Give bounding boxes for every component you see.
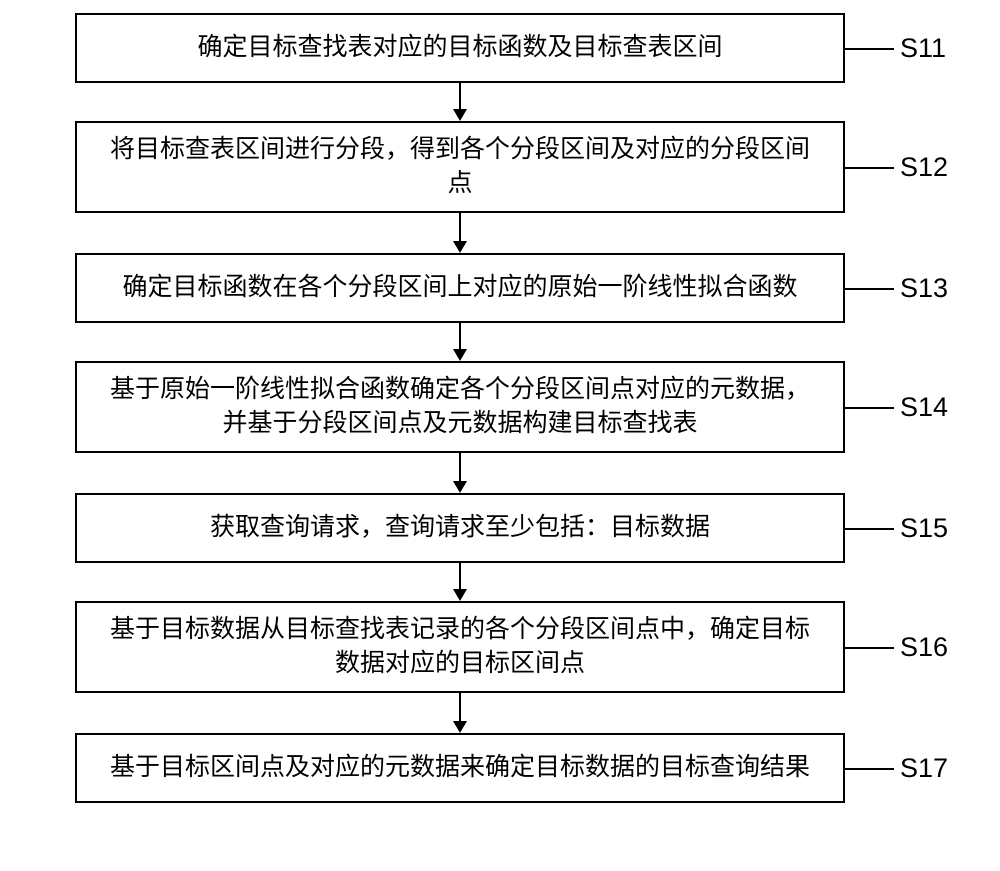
flow-arrow [459,453,461,493]
flow-step-S17: 基于目标区间点及对应的元数据来确定目标数据的目标查询结果 [75,733,845,803]
flow-step-label-S11: S11 [900,33,946,64]
flow-step-text: 基于原始一阶线性拟合函数确定各个分段区间点对应的元数据， 并基于分段区间点及元数… [110,373,810,441]
arrowhead-icon [453,109,467,121]
flow-step-label-S13: S13 [900,273,948,304]
flow-step-text: 将目标查表区间进行分段，得到各个分段区间及对应的分段区间 点 [110,133,810,201]
flow-step-label-S16: S16 [900,632,948,663]
flow-arrow [459,693,461,733]
flow-step-S15: 获取查询请求，查询请求至少包括：目标数据 [75,493,845,563]
flow-arrow [459,563,461,601]
flow-step-label-S14: S14 [900,392,948,423]
flow-step-label-S15: S15 [900,513,948,544]
arrowhead-icon [453,481,467,493]
flow-step-S12: 将目标查表区间进行分段，得到各个分段区间及对应的分段区间 点 [75,121,845,213]
flow-step-S16: 基于目标数据从目标查找表记录的各个分段区间点中，确定目标 数据对应的目标区间点 [75,601,845,693]
label-connector-line [845,167,894,169]
flow-arrow [459,83,461,121]
label-connector-line [845,48,894,50]
flow-step-text: 基于目标数据从目标查找表记录的各个分段区间点中，确定目标 数据对应的目标区间点 [110,613,810,681]
arrowhead-icon [453,349,467,361]
label-connector-line [845,407,894,409]
flow-arrow [459,323,461,361]
flow-arrow [459,213,461,253]
arrowhead-icon [453,241,467,253]
flow-step-label-S12: S12 [900,152,948,183]
flow-step-text: 确定目标函数在各个分段区间上对应的原始一阶线性拟合函数 [122,271,797,305]
arrowhead-icon [453,721,467,733]
label-connector-line [845,647,894,649]
label-connector-line [845,768,894,770]
arrowhead-icon [453,589,467,601]
flow-step-text: 获取查询请求，查询请求至少包括：目标数据 [210,511,710,545]
label-connector-line [845,528,894,530]
label-connector-line [845,288,894,290]
flow-step-text: 基于目标区间点及对应的元数据来确定目标数据的目标查询结果 [110,751,810,785]
flow-step-S11: 确定目标查找表对应的目标函数及目标查表区间 [75,13,845,83]
flow-step-S13: 确定目标函数在各个分段区间上对应的原始一阶线性拟合函数 [75,253,845,323]
flow-step-label-S17: S17 [900,753,948,784]
flow-step-text: 确定目标查找表对应的目标函数及目标查表区间 [197,31,722,65]
flow-step-S14: 基于原始一阶线性拟合函数确定各个分段区间点对应的元数据， 并基于分段区间点及元数… [75,361,845,453]
